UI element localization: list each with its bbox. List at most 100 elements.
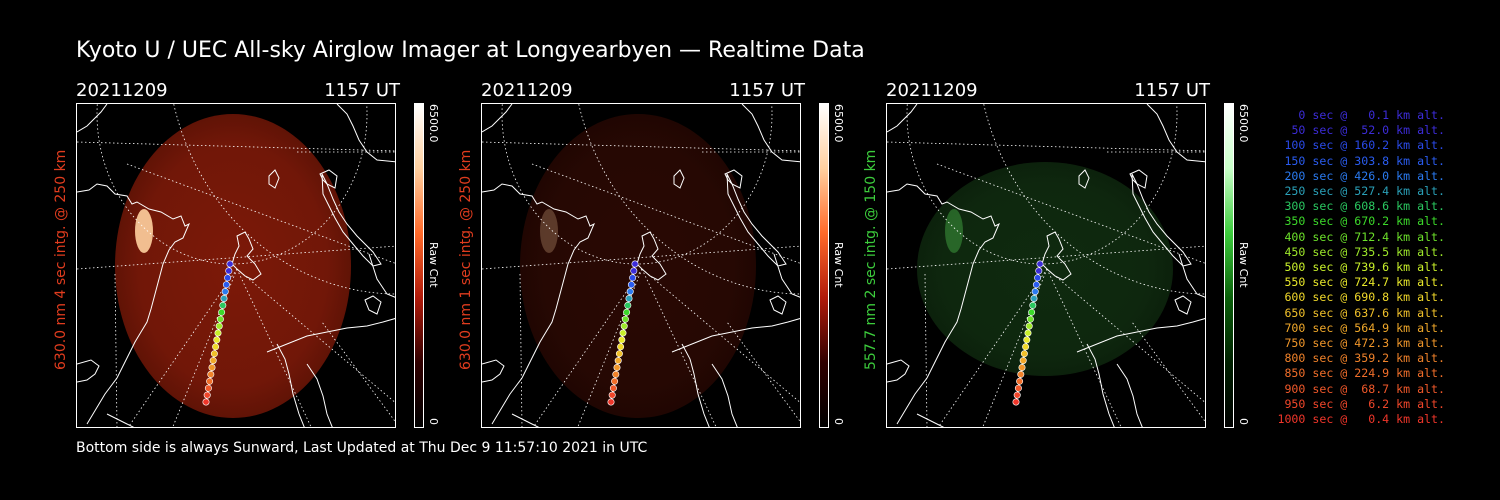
panel-2-svg — [482, 104, 800, 427]
legend-entry: 250 sec @ 527.4 km alt. — [1284, 184, 1445, 199]
trajectory-point — [607, 398, 615, 406]
trajectory-point — [204, 384, 212, 392]
trajectory-point — [225, 267, 233, 275]
sky-disk — [115, 114, 351, 418]
island-outline — [231, 231, 262, 281]
panel-2-colorbar — [819, 103, 829, 428]
footer-note: Bottom side is always Sunward, Last Upda… — [76, 440, 648, 456]
meridian — [982, 268, 1048, 427]
trajectory-point — [1016, 377, 1024, 385]
trajectory-point — [1030, 295, 1038, 303]
panel-1-ylabel: 630.0 nm 4 sec intg. @ 250 km — [53, 149, 69, 370]
trajectory-point — [625, 295, 633, 303]
panel-1-time: 1157 UT — [324, 80, 400, 101]
meridian — [519, 273, 523, 427]
coastline — [106, 413, 135, 427]
coastline — [887, 183, 1000, 425]
panel-1-colorbar-min: 0 — [427, 418, 440, 425]
trajectory-point — [207, 370, 215, 378]
panel-1-colorbar-unit: Raw Cnt — [427, 242, 440, 288]
trajectory-point — [224, 274, 232, 282]
legend-entry: 100 sec @ 160.2 km alt. — [1284, 138, 1445, 153]
panel-2-image — [481, 103, 801, 428]
coastline — [511, 413, 540, 427]
trajectory-point — [614, 357, 622, 365]
coastline — [726, 173, 787, 267]
meridian — [482, 245, 800, 270]
meridian — [1046, 268, 1205, 403]
meridian — [1131, 321, 1205, 422]
coastline — [77, 104, 108, 133]
legend-entry: 450 sec @ 735.5 km alt. — [1284, 244, 1445, 259]
legend-entry: 600 sec @ 690.8 km alt. — [1284, 290, 1445, 305]
panel-3-image — [886, 103, 1206, 428]
legend-entry: 800 sec @ 359.2 km alt. — [1284, 351, 1445, 366]
coastline — [266, 318, 395, 353]
panel-2-colorbar-min: 0 — [832, 418, 845, 425]
coastline — [1086, 343, 1115, 427]
coastline — [77, 183, 190, 425]
trajectory-point — [1012, 398, 1020, 406]
panel-2-ylabel: 630.0 nm 1 sec intg. @ 250 km — [458, 149, 474, 370]
trajectory-point — [624, 301, 632, 309]
panel-1-svg — [77, 104, 395, 427]
coastline — [77, 359, 100, 383]
coastline — [306, 363, 333, 427]
panel-2-colorbar-max: 6500.0 — [832, 104, 845, 143]
page-title: Kyoto U / UEC All-sky Airglow Imager at … — [76, 38, 865, 63]
coastline — [276, 343, 305, 427]
coastline — [1146, 104, 1205, 163]
trajectory-point — [617, 343, 625, 351]
legend-entry: 550 sec @ 724.7 km alt. — [1284, 275, 1445, 290]
coastline — [336, 104, 395, 163]
island-outline — [319, 169, 338, 189]
lat-circle — [501, 104, 773, 265]
panel-3-colorbar-max: 6500.0 — [1237, 104, 1250, 143]
trajectory-point — [203, 391, 211, 399]
trajectory-point — [209, 357, 217, 365]
meridian — [726, 321, 800, 422]
grid-line — [77, 141, 395, 152]
coastline — [482, 359, 505, 383]
trajectory-point — [1022, 343, 1030, 351]
island-outline — [1078, 169, 1090, 189]
trajectory-point — [629, 274, 637, 282]
trajectory-point — [1018, 363, 1026, 371]
trajectory-point — [222, 281, 230, 289]
trajectory-point — [220, 295, 228, 303]
trajectory-point — [1017, 370, 1025, 378]
trajectory-point — [1013, 391, 1021, 399]
panel-1-colorbar-max: 6500.0 — [427, 104, 440, 143]
aurora-spot — [135, 209, 153, 253]
island-outline — [673, 169, 685, 189]
trajectory-point — [623, 308, 631, 316]
trajectory-point — [618, 336, 626, 344]
coastline — [368, 253, 395, 298]
panel-1-image — [76, 103, 396, 428]
island-outline — [1174, 295, 1192, 315]
trajectory-point — [1026, 315, 1034, 323]
trajectory-point — [627, 281, 635, 289]
meridian — [127, 268, 238, 427]
legend-entry: 900 sec @ 68.7 km alt. — [1284, 381, 1445, 396]
panel-3-colorbar — [1224, 103, 1234, 428]
coastline — [916, 413, 945, 427]
legend-entry: 400 sec @ 712.4 km alt. — [1284, 229, 1445, 244]
trajectory-point — [609, 384, 617, 392]
trajectory-point — [1031, 288, 1039, 296]
island-outline — [1041, 231, 1072, 281]
island-outline — [636, 231, 667, 281]
trajectory-point — [1028, 308, 1036, 316]
trajectory-legend: 0 sec @ 0.1 km alt. 50 sec @ 52.0 km alt.… — [1255, 108, 1445, 427]
legend-entry: 150 sec @ 303.8 km alt. — [1284, 153, 1445, 168]
trajectory-point — [1029, 301, 1037, 309]
trajectory-point — [208, 363, 216, 371]
panel-2-time: 1157 UT — [729, 80, 805, 101]
coastline — [887, 359, 910, 383]
legend-entry: 700 sec @ 564.9 km alt. — [1284, 320, 1445, 335]
lat-circle — [96, 104, 368, 265]
coastline — [1178, 253, 1205, 298]
coastline — [671, 318, 800, 353]
trajectory-point — [215, 322, 223, 330]
trajectory-point — [619, 329, 627, 337]
